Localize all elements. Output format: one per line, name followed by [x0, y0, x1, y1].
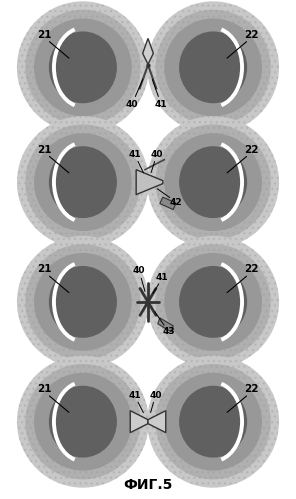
Ellipse shape: [34, 18, 132, 116]
Ellipse shape: [25, 364, 141, 480]
Ellipse shape: [155, 364, 271, 480]
Text: 22: 22: [244, 145, 259, 155]
Ellipse shape: [147, 356, 279, 488]
Ellipse shape: [147, 1, 279, 133]
Ellipse shape: [147, 116, 279, 248]
Text: ФИГ.5: ФИГ.5: [123, 478, 173, 492]
Ellipse shape: [179, 266, 247, 338]
Text: 22: 22: [244, 264, 259, 274]
Text: 41: 41: [155, 100, 168, 109]
Polygon shape: [143, 38, 153, 64]
Ellipse shape: [49, 386, 117, 458]
Text: 41: 41: [128, 391, 141, 400]
Text: 40: 40: [126, 100, 138, 109]
Ellipse shape: [179, 146, 247, 218]
Ellipse shape: [25, 124, 141, 240]
Ellipse shape: [34, 373, 132, 471]
Ellipse shape: [164, 18, 262, 116]
Ellipse shape: [147, 236, 279, 368]
Ellipse shape: [49, 266, 117, 338]
Ellipse shape: [155, 9, 271, 125]
Ellipse shape: [25, 244, 141, 360]
Ellipse shape: [17, 356, 149, 488]
Ellipse shape: [17, 236, 149, 368]
Ellipse shape: [49, 146, 117, 218]
Text: 21: 21: [37, 384, 52, 394]
Text: 42: 42: [170, 198, 182, 207]
Ellipse shape: [34, 253, 132, 351]
Text: 41: 41: [128, 150, 141, 159]
Ellipse shape: [34, 133, 132, 231]
Ellipse shape: [164, 253, 262, 351]
Text: 21: 21: [37, 145, 52, 155]
Ellipse shape: [155, 124, 271, 240]
Ellipse shape: [49, 31, 117, 103]
Text: 22: 22: [244, 30, 259, 40]
Polygon shape: [130, 411, 148, 433]
Polygon shape: [148, 411, 166, 433]
Ellipse shape: [179, 386, 247, 458]
Ellipse shape: [25, 9, 141, 125]
Polygon shape: [136, 170, 163, 195]
Ellipse shape: [164, 133, 262, 231]
Ellipse shape: [17, 1, 149, 133]
Text: 40: 40: [151, 150, 163, 159]
Ellipse shape: [17, 116, 149, 248]
Text: 40: 40: [149, 391, 162, 400]
Polygon shape: [160, 197, 176, 210]
Ellipse shape: [155, 244, 271, 360]
Ellipse shape: [164, 373, 262, 471]
Polygon shape: [158, 318, 173, 332]
Text: 22: 22: [244, 384, 259, 394]
Text: 43: 43: [163, 327, 175, 336]
Text: 41: 41: [156, 273, 168, 282]
Text: 21: 21: [37, 264, 52, 274]
Text: 40: 40: [133, 266, 145, 275]
Ellipse shape: [179, 31, 247, 103]
Text: 21: 21: [37, 30, 52, 40]
